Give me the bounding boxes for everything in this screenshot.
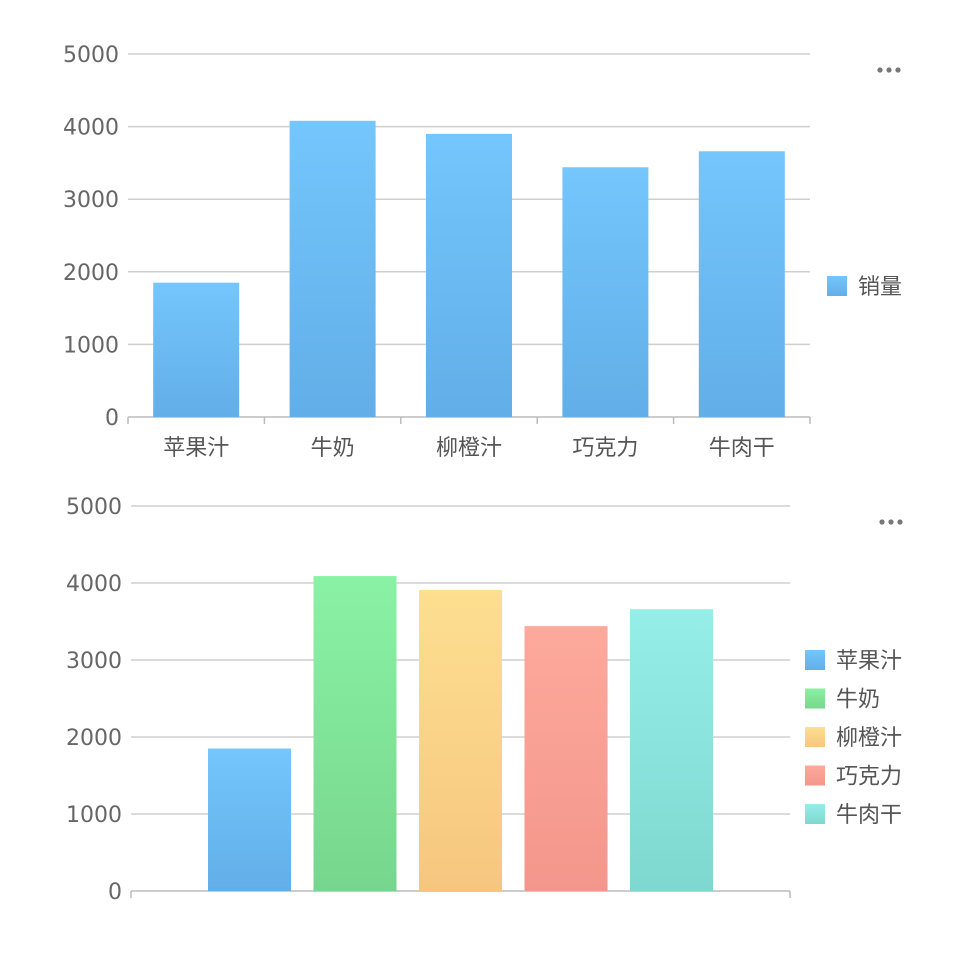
more-dot — [897, 519, 903, 525]
x-category-label: 柳橙汁 — [436, 436, 502, 461]
y-tick-label: 0 — [108, 880, 122, 905]
y-tick-label: 1000 — [63, 333, 119, 358]
bar-chart-single-series: 0 1000 2000 3000 4000 5000 苹果汁 牛奶 柳橙汁 巧克力 牛肉干 销量 — [63, 43, 902, 461]
bar-2[interactable] — [426, 133, 512, 418]
more-horizontal-icon[interactable] — [877, 67, 901, 73]
y-tick-label: 2000 — [63, 261, 119, 286]
legend-swatch — [805, 727, 825, 747]
bar-2[interactable] — [419, 589, 502, 891]
more-dot — [879, 519, 885, 525]
legend-item[interactable]: 巧克力 — [805, 765, 902, 790]
y-tick-label: 4000 — [66, 572, 122, 597]
bar-1[interactable] — [313, 576, 397, 891]
legend-swatch — [805, 688, 825, 709]
legend-swatch — [827, 276, 847, 296]
legend-label: 巧克力 — [836, 765, 902, 790]
y-tick-label: 2000 — [66, 726, 122, 751]
y-tick-label: 3000 — [66, 649, 122, 674]
legend-item[interactable]: 苹果汁 — [805, 649, 902, 674]
more-dot — [886, 67, 892, 73]
legend-label: 销量 — [858, 275, 902, 300]
bar-4[interactable] — [698, 151, 785, 417]
x-category-label: 苹果汁 — [163, 436, 229, 461]
legend-item[interactable]: 柳橙汁 — [805, 726, 902, 751]
bar-0[interactable] — [208, 748, 291, 891]
x-category-label: 牛肉干 — [709, 436, 775, 461]
y-tick-label: 4000 — [63, 116, 119, 141]
legend-item[interactable]: 牛肉干 — [805, 803, 902, 828]
y-tick-label: 1000 — [66, 803, 122, 828]
x-category-label: 巧克力 — [572, 436, 638, 461]
legend[interactable]: 销量 — [827, 275, 902, 300]
x-category-label: 牛奶 — [311, 436, 355, 461]
legend-swatch — [805, 804, 825, 824]
bar-3[interactable] — [524, 626, 608, 891]
y-tick-label: 3000 — [63, 188, 119, 213]
more-dot — [877, 67, 883, 73]
more-dot — [895, 67, 901, 73]
legend-label: 牛奶 — [836, 688, 880, 713]
more-horizontal-icon[interactable] — [879, 519, 903, 525]
legend-swatch — [805, 765, 825, 786]
bar-4[interactable] — [630, 609, 713, 891]
more-dot — [888, 519, 894, 525]
legend-label: 柳橙汁 — [836, 726, 902, 751]
y-tick-label: 0 — [105, 406, 119, 431]
bar-0[interactable] — [153, 282, 240, 417]
legend-label: 苹果汁 — [836, 649, 902, 674]
legend-swatch — [805, 650, 825, 670]
legend-label: 牛肉干 — [836, 803, 902, 828]
y-tick-label: 5000 — [63, 43, 119, 68]
legend-item[interactable]: 牛奶 — [805, 688, 880, 713]
y-tick-label: 5000 — [66, 495, 122, 520]
bar-3[interactable] — [562, 167, 649, 417]
bar-1[interactable] — [289, 120, 376, 418]
